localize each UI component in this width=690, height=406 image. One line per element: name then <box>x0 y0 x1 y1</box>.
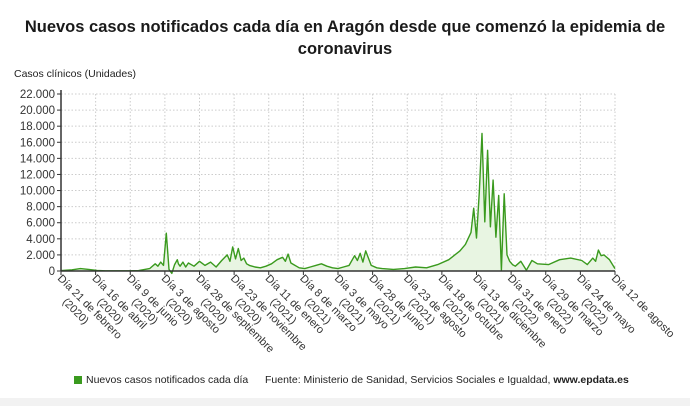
x-tick-label: Día 12 de agosto <box>609 273 677 341</box>
grid-lines <box>61 93 616 271</box>
y-tick-label: 14.000 <box>20 153 55 165</box>
y-tick-label: 6.000 <box>26 218 55 230</box>
y-tick-label: 16.000 <box>20 137 55 149</box>
y-tick-label: 2.000 <box>26 250 55 262</box>
chart-title-line-2: coronavirus <box>297 40 393 58</box>
y-axis-ticks: 0 2.000 4.000 6.000 8.000 10.000 12.000 14.000 1… <box>20 89 61 278</box>
y-tick-label: 18.000 <box>20 121 55 133</box>
x-axis-ticks: Día 21 de febrero(2020)Día 16 de abril(2… <box>55 271 677 355</box>
svg-text:Día 12 de agosto: Día 12 de agosto <box>609 273 677 341</box>
source-site-link[interactable]: www.epdata.es <box>553 374 629 386</box>
data-line <box>60 132 616 275</box>
legend-label: Nuevos casos notificados cada día <box>86 374 249 386</box>
y-tick-label: 20.000 <box>20 105 55 117</box>
legend-swatch-icon <box>74 376 82 384</box>
y-tick-label: 22.000 <box>20 89 55 101</box>
source-text: Fuente: Ministerio de Sanidad, Servicios… <box>265 374 554 386</box>
y-axis-title: Casos clínicos (Unidades) <box>14 68 136 80</box>
legend: Nuevos casos notificados cada día <box>74 374 248 386</box>
y-tick-label: 12.000 <box>20 169 55 181</box>
y-tick-label: 8.000 <box>26 202 55 214</box>
bottom-bar <box>0 398 690 406</box>
chart-title-line-1: Nuevos casos notificados cada día en Ara… <box>24 18 666 36</box>
source-note: Fuente: Ministerio de Sanidad, Servicios… <box>265 374 629 386</box>
y-tick-label: 4.000 <box>26 234 55 246</box>
y-tick-label: 10.000 <box>20 186 55 198</box>
y-tick-label: 0 <box>49 266 55 278</box>
chart-title: Nuevos casos notificados cada día en Ara… <box>0 16 690 60</box>
